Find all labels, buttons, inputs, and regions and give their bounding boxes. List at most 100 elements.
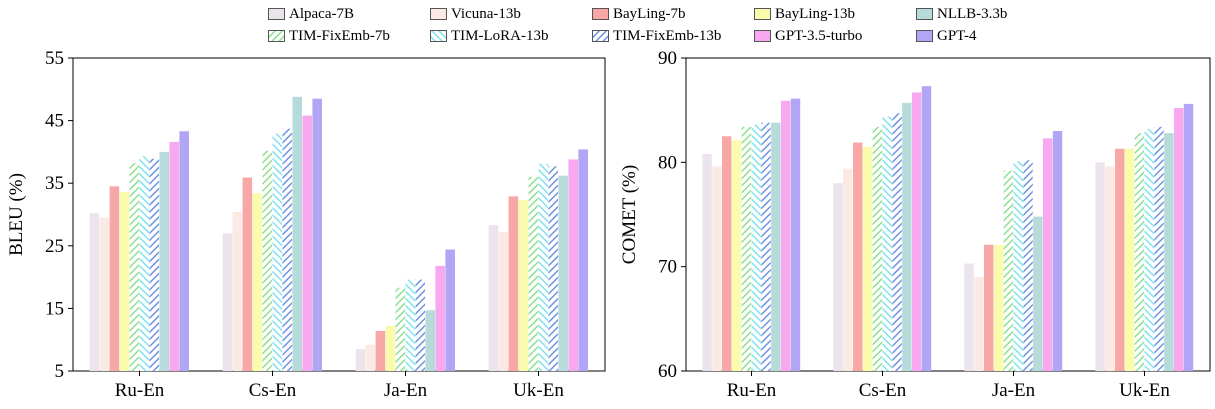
bar [129, 163, 140, 371]
bar [578, 149, 588, 371]
legend-label: NLLB-3.3b [937, 6, 1008, 22]
bar [984, 244, 994, 371]
bar [179, 131, 189, 371]
bar [1033, 216, 1043, 371]
bar [1095, 162, 1105, 371]
legend-swatch [754, 30, 771, 42]
bar [1154, 126, 1164, 371]
bar [232, 211, 243, 371]
bar [282, 128, 293, 371]
bar [1115, 148, 1125, 371]
bar [1183, 103, 1194, 371]
legend-label: TIM-FixEmb-7b [289, 28, 390, 44]
y-tick-label: 25 [45, 236, 64, 257]
y-tick-label: 70 [658, 257, 677, 278]
bar [843, 168, 853, 371]
legend-swatch [592, 8, 609, 20]
bar [862, 146, 873, 371]
bar [109, 186, 120, 371]
bar [833, 183, 843, 371]
y-tick-label: 80 [658, 152, 677, 173]
bar [488, 225, 499, 371]
bar [712, 166, 722, 371]
legend-swatch [430, 8, 447, 20]
x-tick-label: Ja-En [384, 380, 428, 401]
bar [355, 349, 366, 371]
bar [1013, 161, 1023, 371]
bar [1144, 128, 1154, 371]
bar [312, 98, 322, 371]
bar [222, 233, 233, 371]
bar [722, 136, 732, 371]
bar [149, 158, 160, 371]
bar [252, 193, 263, 371]
bar [528, 176, 539, 371]
plot-frame [72, 57, 606, 372]
bar [445, 249, 455, 371]
y-tick-label: 15 [45, 298, 64, 319]
bar [892, 113, 902, 372]
bar [902, 102, 912, 371]
bar [292, 96, 303, 371]
bar [872, 126, 883, 371]
bar [974, 277, 984, 371]
bar [558, 175, 569, 371]
bar [1134, 133, 1145, 371]
y-tick-label: 35 [45, 173, 64, 194]
bar [1052, 131, 1063, 371]
bar [99, 217, 110, 371]
bar [751, 124, 761, 371]
legend-label: TIM-LoRA-13b [451, 28, 549, 44]
x-tick-label: Ja-En [992, 380, 1036, 401]
bar [911, 92, 922, 372]
bar [993, 244, 1004, 371]
bar [921, 86, 932, 372]
legend-label: GPT-4 [937, 28, 977, 44]
bar [964, 263, 974, 371]
bar [375, 330, 386, 371]
bar [771, 122, 781, 371]
bar [242, 177, 253, 371]
x-tick-label: Uk-En [513, 380, 564, 401]
bar [548, 166, 559, 371]
bar [518, 200, 529, 371]
bar [780, 100, 791, 371]
bar [1003, 170, 1014, 371]
legend-label: BayLing-7b [613, 6, 686, 22]
bar [1164, 133, 1174, 371]
bar [702, 153, 712, 371]
bar [508, 196, 519, 371]
legend-label: TIM-FixEmb-13b [613, 28, 722, 44]
y-tick-label: 5 [55, 361, 65, 382]
bar [262, 150, 273, 371]
chart-legend: Alpaca-7B Vicuna-13b BayLing-7b BayLing-13b… [0, 0, 1215, 50]
bar [761, 122, 771, 371]
legend-swatch [430, 30, 447, 42]
bar [853, 142, 863, 371]
legend-swatch [268, 8, 285, 20]
bar [568, 159, 578, 371]
bar [302, 115, 312, 371]
legend-label: Vicuna-13b [451, 6, 521, 22]
bar [1023, 160, 1033, 371]
legend-swatch [754, 8, 771, 20]
bar [1124, 148, 1135, 371]
bar [169, 141, 179, 371]
chart-panel: 5 15 25 35 45 55 BLEU (%) Ru-En Cs-En Ja-En Uk-En [6, 48, 606, 401]
x-tick-label: Ru-En [727, 380, 777, 401]
legend-swatch [592, 30, 609, 42]
bar [139, 156, 150, 371]
bar [415, 279, 426, 371]
bar [790, 98, 801, 371]
bar [1042, 138, 1053, 371]
y-tick-label: 55 [45, 48, 64, 69]
bar [435, 265, 445, 371]
legend-swatch [916, 30, 933, 42]
bar [119, 191, 130, 371]
bar [538, 163, 549, 371]
y-axis-label: BLEU (%) [6, 173, 27, 256]
legend-label: GPT-3.5-turbo [775, 28, 863, 44]
bar [385, 325, 396, 371]
legend-swatch [916, 8, 933, 20]
